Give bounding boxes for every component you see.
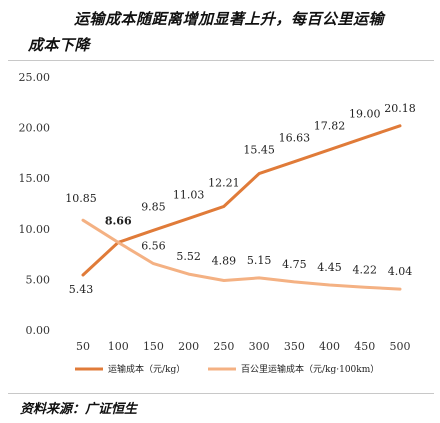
chart-title-line2: 成本下降 <box>28 36 91 54</box>
top-divider <box>8 60 434 61</box>
chart-title-line1: 运输成本随距离增加显著上升，每百公里运输 <box>74 10 385 28</box>
data-label-series2: 5.52 <box>176 250 201 263</box>
line-chart: 0.00 5.00 10.00 15.00 20.00 25.00 50 100 150 200 2… <box>19 71 416 375</box>
x-tick-label: 50 <box>76 340 90 353</box>
x-tick-label: 450 <box>354 340 375 353</box>
data-label-series2: 4.75 <box>282 258 307 271</box>
series-line-2 <box>81 218 402 291</box>
y-tick-label: 5.00 <box>26 273 51 286</box>
data-label-series2: 4.04 <box>388 265 413 278</box>
data-label-series1: 19.00 <box>349 108 381 121</box>
y-tick-label: 0.00 <box>26 324 51 337</box>
data-label-series2: 4.45 <box>317 261 342 274</box>
x-tick-label: 500 <box>390 340 411 353</box>
y-tick-label: 20.00 <box>19 122 51 135</box>
data-label-series1: 15.45 <box>243 144 275 157</box>
data-label-series2: 10.85 <box>65 192 97 205</box>
data-label-series1: 17.82 <box>314 120 346 133</box>
data-label-series1: 8.66 <box>105 214 132 227</box>
x-tick-label: 350 <box>284 340 305 353</box>
data-label-series1: 20.18 <box>384 102 416 115</box>
legend-label-series2: 百公里运输成本（元/kg·100km） <box>241 363 379 375</box>
x-tick-label: 400 <box>319 340 340 353</box>
data-label-series1: 11.03 <box>173 188 205 201</box>
x-tick-label: 200 <box>178 340 199 353</box>
data-label-series2: 4.89 <box>212 255 237 268</box>
x-tick-label: 150 <box>143 340 164 353</box>
x-tick-label: 100 <box>108 340 129 353</box>
data-label-series1: 16.63 <box>279 132 311 145</box>
x-tick-label: 250 <box>213 340 234 353</box>
data-label-series2: 5.15 <box>247 254 272 267</box>
data-label-series2: 4.22 <box>353 263 378 276</box>
y-tick-label: 10.00 <box>19 223 51 236</box>
y-tick-label: 15.00 <box>19 172 51 185</box>
data-label-series1: 5.43 <box>69 283 94 296</box>
legend-label-series1: 运输成本（元/kg） <box>108 363 185 375</box>
data-label-series1: 12.21 <box>208 176 240 189</box>
data-label-series1: 9.85 <box>141 200 166 213</box>
data-label-series2: 6.56 <box>141 240 166 253</box>
source-note: 资料来源：广证恒生 <box>20 402 138 417</box>
y-tick-label: 25.00 <box>19 71 51 84</box>
x-tick-label: 300 <box>249 340 270 353</box>
bottom-divider <box>8 393 434 394</box>
series-line-1 <box>81 124 402 277</box>
chart-title: 运输成本随距离增加显著上升，每百公里运输 成本下降 <box>28 6 428 58</box>
